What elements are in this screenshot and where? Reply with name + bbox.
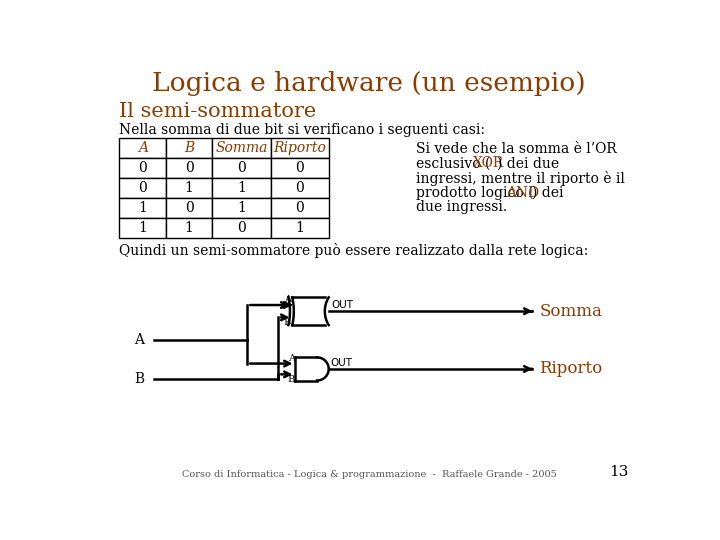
- Bar: [166, 198, 212, 218]
- Bar: [120, 178, 166, 198]
- Text: A: A: [287, 354, 294, 363]
- Text: 0: 0: [237, 161, 246, 175]
- Text: 0: 0: [295, 201, 304, 215]
- Bar: [212, 138, 271, 158]
- Text: AND: AND: [507, 186, 540, 200]
- Text: 1: 1: [138, 221, 147, 235]
- Bar: [271, 198, 329, 218]
- Text: esclusivo (: esclusivo (: [415, 157, 490, 171]
- Text: A: A: [138, 141, 148, 155]
- Text: 1: 1: [185, 181, 194, 195]
- Text: 0: 0: [185, 201, 194, 215]
- Text: Si vede che la somma è l’OR: Si vede che la somma è l’OR: [415, 142, 616, 156]
- Text: B: B: [134, 372, 144, 386]
- Bar: [120, 218, 166, 238]
- Text: B: B: [284, 318, 291, 327]
- Bar: [120, 138, 166, 158]
- Text: 1: 1: [185, 221, 194, 235]
- Bar: [120, 158, 166, 178]
- Bar: [271, 178, 329, 198]
- Text: 1: 1: [237, 201, 246, 215]
- Text: 0: 0: [138, 181, 147, 195]
- Bar: [166, 218, 212, 238]
- Text: due ingressi.: due ingressi.: [415, 200, 507, 214]
- Bar: [166, 178, 212, 198]
- Text: Logica e hardware (un esempio): Logica e hardware (un esempio): [152, 71, 586, 96]
- Bar: [212, 198, 271, 218]
- Bar: [120, 198, 166, 218]
- Bar: [212, 178, 271, 198]
- Text: OUT: OUT: [330, 358, 352, 368]
- Bar: [271, 218, 329, 238]
- Bar: [271, 138, 329, 158]
- Text: Somma: Somma: [539, 303, 603, 320]
- Text: Riporto: Riporto: [539, 361, 603, 377]
- Text: ingressi, mentre il riporto è il: ingressi, mentre il riporto è il: [415, 171, 624, 186]
- Text: 0: 0: [237, 221, 246, 235]
- Text: 13: 13: [609, 465, 629, 479]
- Text: 0: 0: [185, 161, 194, 175]
- Text: A: A: [134, 334, 144, 347]
- Bar: [212, 218, 271, 238]
- Bar: [166, 138, 212, 158]
- Text: 1: 1: [295, 221, 304, 235]
- Text: Nella somma di due bit si verificano i seguenti casi:: Nella somma di due bit si verificano i s…: [120, 123, 485, 137]
- Text: prodotto logico (: prodotto logico (: [415, 186, 533, 200]
- Text: B: B: [287, 375, 294, 384]
- Text: 0: 0: [295, 181, 304, 195]
- Text: 1: 1: [138, 201, 147, 215]
- Text: Quindi un semi-sommatore può essere realizzato dalla rete logica:: Quindi un semi-sommatore può essere real…: [120, 244, 589, 259]
- Text: A: A: [284, 295, 291, 304]
- Bar: [271, 158, 329, 178]
- Text: ) dei: ) dei: [532, 186, 564, 200]
- Bar: [212, 158, 271, 178]
- Text: Corso di Informatica - Logica & programmazione  -  Raffaele Grande - 2005: Corso di Informatica - Logica & programm…: [181, 470, 557, 479]
- Text: ) dei due: ) dei due: [498, 157, 559, 171]
- Bar: [166, 158, 212, 178]
- Text: Somma: Somma: [215, 141, 268, 155]
- Text: XOR: XOR: [473, 157, 505, 171]
- Text: 0: 0: [138, 161, 147, 175]
- Text: Il semi-sommatore: Il semi-sommatore: [120, 102, 317, 121]
- Text: B: B: [184, 141, 194, 155]
- Text: Riporto: Riporto: [273, 141, 326, 155]
- Text: 1: 1: [237, 181, 246, 195]
- Text: 0: 0: [295, 161, 304, 175]
- Text: OUT: OUT: [331, 300, 353, 310]
